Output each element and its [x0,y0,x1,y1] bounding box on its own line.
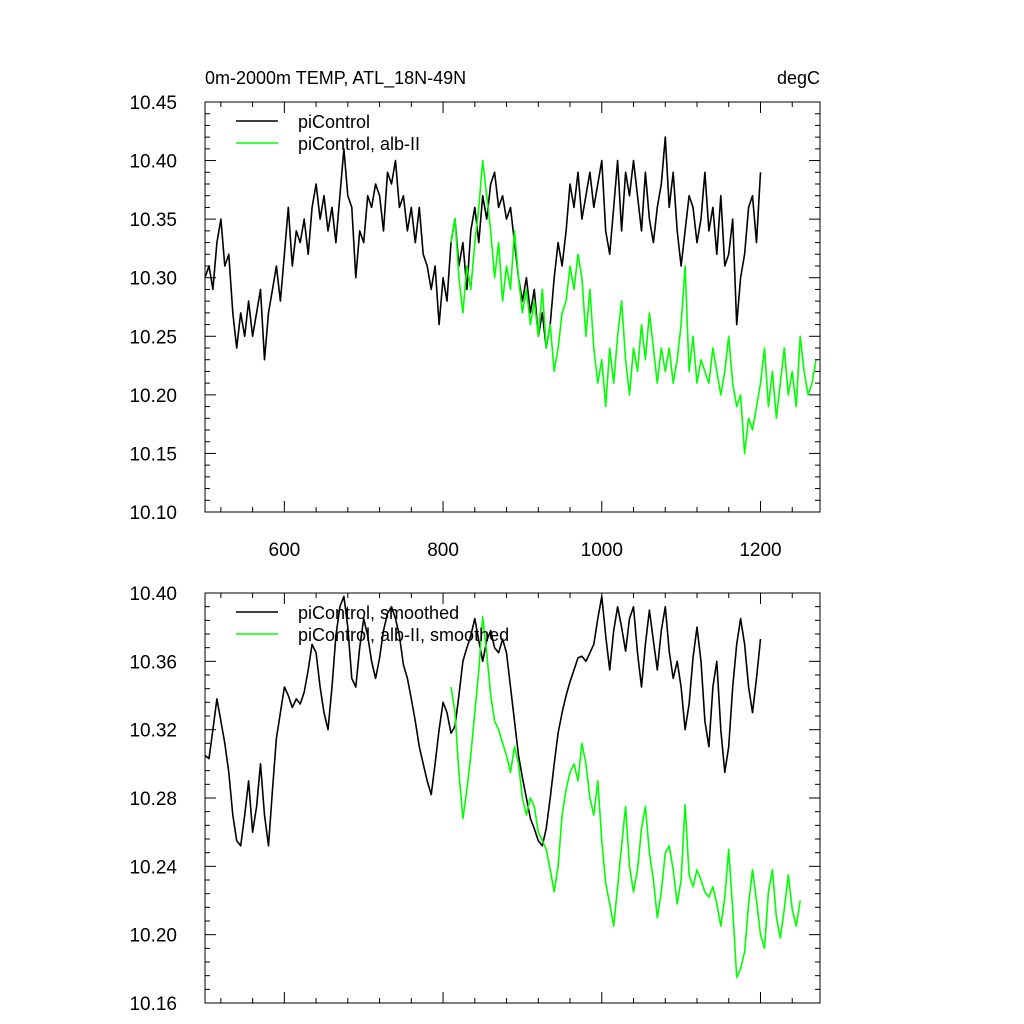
series-layer [204,136,817,455]
y-tick-label: 10.15 [129,444,177,465]
axis-layer: 600 800 1000 1200 10.10 10.15 10.20 10.25 10.30 1… [129,93,821,561]
y-tick-label: 10.20 [129,386,177,407]
legend-label-picontrol-alb-ii: piControl, alb-II [298,134,420,154]
legend: piControl, smoothed piControl, alb-II, s… [236,603,509,645]
y-tick-label: 10.45 [129,93,177,114]
series-line-2 [450,159,817,455]
axis-layer: 10.16 10.20 10.24 10.28 10.32 10.36 10.40 [129,584,821,1015]
y-tick-label: 10.36 [129,652,177,673]
y-tick-label: 10.32 [129,721,177,742]
plot-frame [204,101,821,513]
x-tick-label: 800 [427,540,459,561]
y-tick-label: 10.10 [129,503,177,524]
legend-label-picontrol-smoothed: piControl, smoothed [298,603,459,623]
legend: piControl piControl, alb-II [236,112,420,154]
y-tick-label: 10.40 [129,152,177,173]
series-line-1 [204,595,762,847]
x-tick-label: 1000 [581,540,623,561]
y-tick-label: 10.30 [129,269,177,290]
legend-label-picontrol: piControl [298,112,370,132]
y-tick-label: 10.35 [129,210,177,231]
series-line-1 [204,136,762,361]
y-tick-label: 10.20 [129,926,177,947]
series-line-2 [450,616,801,979]
bottom-panel: 10.16 10.20 10.24 10.28 10.32 10.36 10.40 piCo… [129,584,821,1015]
x-tick-label: 600 [269,540,301,561]
panel-units: degC [777,68,820,88]
y-tick-label: 10.28 [129,789,177,810]
x-tick-label: 1200 [739,540,781,561]
top-panel: 0m-2000m TEMP, ATL_18N-49N degC 600 800 10… [129,68,821,561]
series-layer [204,595,801,979]
y-tick-label: 10.16 [129,994,177,1015]
plot-frame [204,592,821,1004]
legend-label-picontrol-alb-ii-smoothed: piControl, alb-II, smoothed [298,625,509,645]
y-tick-label: 10.24 [129,857,177,878]
y-tick-label: 10.40 [129,584,177,605]
y-tick-label: 10.25 [129,327,177,348]
panel-title: 0m-2000m TEMP, ATL_18N-49N [205,68,466,89]
